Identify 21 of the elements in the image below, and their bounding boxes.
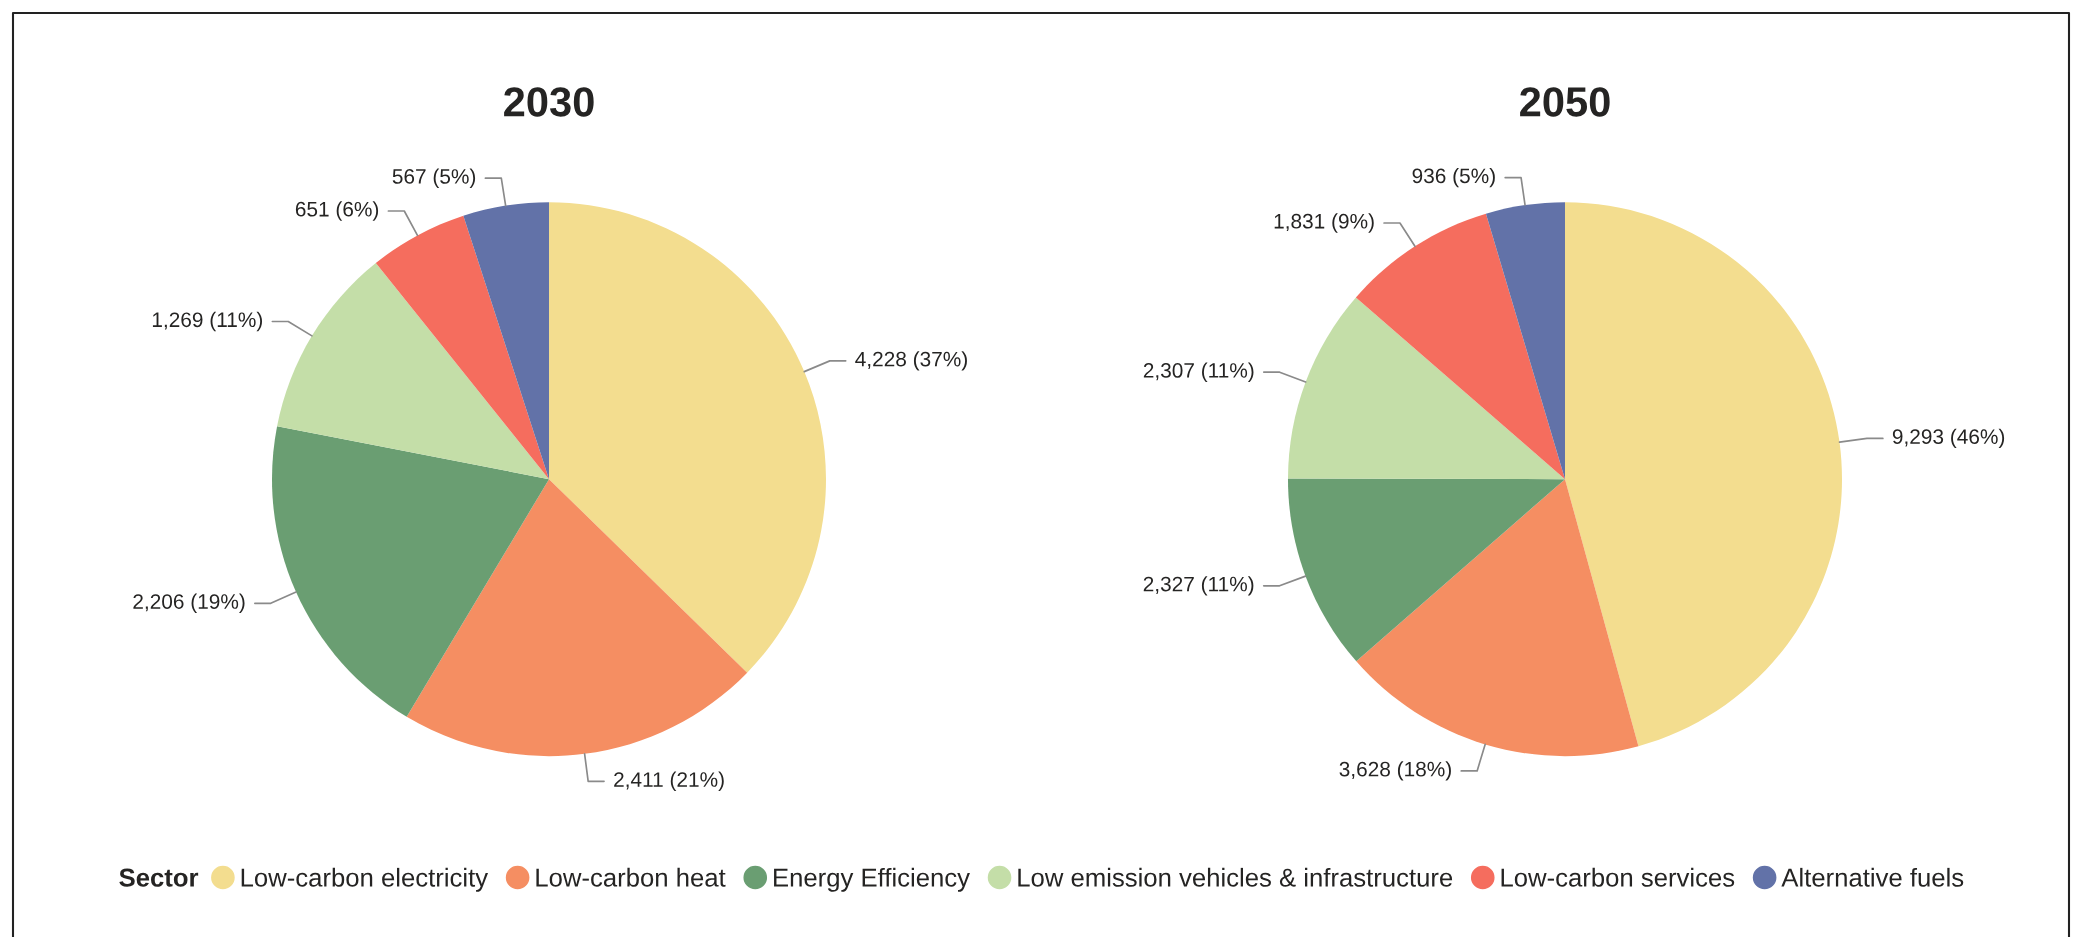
- slice-label: 2030: [504, 87, 594, 117]
- data-label: 651 (6%): [295, 201, 379, 221]
- data-label: 567 (5%): [392, 168, 476, 188]
- legend-label: Low-carbon heat: [536, 867, 726, 887]
- legend-title: Sector: [119, 868, 199, 887]
- data-label: 1,269 (11%): [152, 311, 263, 332]
- data-label: 936 (5%): [1412, 167, 1495, 188]
- data-label: 2,411 (21%): [614, 771, 724, 792]
- data-label: 4,228 (37%): [855, 351, 967, 371]
- legend-label: Alternative fuels: [1781, 867, 1964, 887]
- data-label: 3,628 (18%): [1339, 761, 1451, 781]
- legend-label: Low emission vehicles & infrastructure: [1018, 867, 1453, 887]
- data-label: 2,327 (11%): [1143, 576, 1254, 596]
- slice-label: 2050: [1520, 87, 1610, 117]
- data-label: 1,831 (9%): [1274, 213, 1374, 233]
- legend-label: Energy Efficiency: [774, 867, 970, 892]
- data-label: 2,206 (19%): [133, 593, 245, 614]
- legend-label: Low-carbon electricity: [241, 867, 489, 892]
- legend-label: Low-carbon services: [1501, 867, 1735, 887]
- data-label: 9,293 (46%): [1892, 428, 2005, 449]
- data-label: 2,307 (11%): [1143, 362, 1254, 382]
